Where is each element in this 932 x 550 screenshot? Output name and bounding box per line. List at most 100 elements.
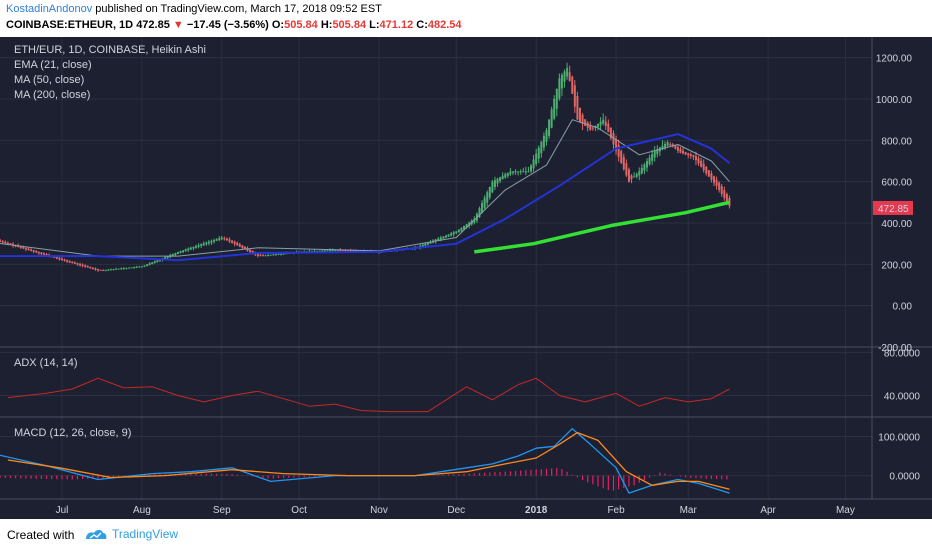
candle-body: [633, 176, 636, 178]
candle-body: [122, 268, 125, 270]
candle-body: [223, 238, 226, 240]
candle-body: [700, 160, 703, 167]
candle-body: [246, 248, 249, 251]
candle-body: [156, 260, 159, 263]
candle-body: [135, 266, 138, 268]
candle-body: [486, 192, 489, 203]
candle-body: [233, 241, 236, 245]
candle-body: [656, 149, 659, 155]
candle-body: [164, 257, 167, 260]
candle-body: [19, 246, 22, 248]
candle-body: [89, 266, 92, 269]
macd-axis-tick: 0.0000: [889, 472, 920, 483]
candle-body: [597, 123, 600, 127]
candle-body: [702, 163, 705, 171]
candle-body: [86, 266, 89, 268]
candle-body: [627, 169, 630, 182]
candle-body: [705, 166, 708, 174]
adx-axis-tick: 80.0000: [884, 348, 921, 359]
candle-body: [218, 238, 221, 241]
candle-body: [225, 238, 228, 241]
candle-body: [0, 240, 2, 242]
candle-body: [687, 153, 690, 156]
high-value: 505.84: [332, 19, 367, 31]
chart-svg[interactable]: 1200.00 1000.00 800.00 600.00 400.00 200.00 0.…: [0, 37, 932, 519]
candle-body: [151, 262, 154, 265]
candle-body: [550, 109, 553, 128]
candle-body: [42, 253, 45, 255]
time-axis-tick: Dec: [447, 505, 465, 516]
created-with-text: Created with: [7, 528, 75, 542]
candle-body: [566, 68, 569, 77]
candle-body: [207, 241, 210, 244]
candle-body: [468, 222, 471, 226]
candle-body: [210, 240, 213, 243]
symbol-label: COINBASE:ETHEUR, 1D: [6, 19, 134, 31]
candle-body: [684, 152, 687, 155]
chart-area[interactable]: 1200.00 1000.00 800.00 600.00 400.00 200.00 0.…: [0, 37, 932, 519]
candle-body: [329, 250, 332, 252]
candle-body: [442, 236, 445, 239]
candle-body: [120, 268, 123, 270]
candle-body: [104, 269, 107, 271]
adx-pane-title: ADX (14, 14): [14, 357, 78, 369]
candle-body: [117, 268, 120, 270]
candle-body: [643, 164, 646, 171]
candle-body: [630, 175, 633, 180]
candle-body: [463, 225, 466, 230]
candle-body: [499, 177, 502, 182]
candle-body: [553, 99, 556, 119]
time-axis-tick: Jul: [56, 505, 69, 516]
candle-body: [4, 241, 7, 244]
candle-body: [457, 229, 460, 233]
candle-body: [522, 171, 525, 173]
chart-header: KostadinAndonov published on TradingView…: [0, 0, 932, 37]
candle-body: [277, 254, 280, 255]
candle-body: [272, 254, 275, 256]
author-link[interactable]: KostadinAndonov: [6, 3, 93, 15]
candle-body: [140, 266, 143, 268]
candle-body: [481, 202, 484, 213]
candle-body: [264, 255, 267, 257]
price-axis-tick: 1000.00: [876, 95, 913, 106]
candle-body: [488, 186, 491, 198]
last-price-badge: [873, 200, 913, 215]
candle-body: [720, 186, 723, 194]
candle-body: [143, 265, 146, 267]
indicator-legend-item: MA (200, close): [14, 89, 90, 101]
candle-body: [30, 249, 33, 251]
candle-body: [584, 119, 587, 126]
candle-body: [676, 147, 679, 151]
candle-body: [243, 246, 246, 250]
ma200-line: [474, 200, 730, 254]
candle-body: [79, 263, 82, 266]
candle-body: [71, 261, 74, 264]
candle-body: [256, 253, 259, 257]
candle-body: [76, 263, 79, 265]
candle-body: [27, 248, 30, 251]
candle-body: [612, 133, 615, 145]
candle-body: [591, 127, 594, 129]
candle-body: [55, 257, 58, 259]
candle-body: [249, 249, 252, 253]
candle-body: [517, 171, 520, 173]
candle-body: [586, 122, 589, 128]
time-axis-tick: Aug: [133, 505, 151, 516]
candle-body: [32, 250, 35, 252]
candle-body: [321, 250, 324, 252]
brand-label: TradingView: [112, 527, 179, 541]
candle-body: [174, 252, 177, 256]
candle-body: [195, 245, 198, 248]
candle-body: [511, 171, 514, 173]
indicator-legend-item: MA (50, close): [14, 74, 84, 86]
last-price-badge-label: 472.85: [878, 204, 909, 215]
tradingview-brand[interactable]: TradingView: [84, 527, 178, 541]
candle-body: [200, 244, 203, 246]
close-value: 482.54: [427, 19, 462, 31]
candle-body: [262, 255, 265, 257]
candle-body: [73, 262, 76, 264]
candle-body: [447, 234, 450, 237]
candle-body: [545, 130, 548, 142]
macd-axis-tick: 100.0000: [878, 433, 920, 444]
candle-body: [648, 157, 651, 165]
